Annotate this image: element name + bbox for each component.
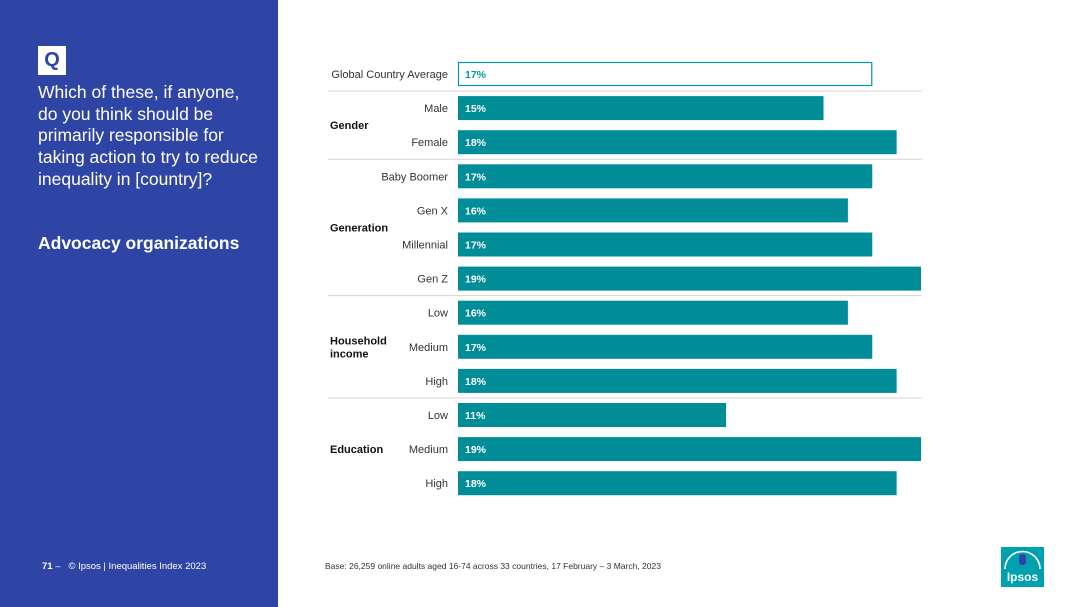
value-label: 18% <box>465 376 487 388</box>
chart-subtitle: Advocacy organizations <box>38 233 240 253</box>
bar <box>458 471 897 496</box>
bar <box>458 437 921 462</box>
category-label: Female <box>411 137 448 149</box>
group-label: Generation <box>330 222 388 234</box>
value-label: 17% <box>465 342 487 354</box>
question-text: Which of these, if anyone, do you think … <box>38 82 258 189</box>
category-label: High <box>425 478 448 490</box>
copyright-text: © Ipsos | Inequalities Index 2023 <box>68 561 207 572</box>
bar <box>458 198 848 223</box>
category-label: Medium <box>409 342 448 354</box>
page-footer: 71 – © Ipsos | Inequalities Index 2023 <box>42 561 206 572</box>
category-label: Gen Z <box>417 274 448 286</box>
bar <box>458 130 897 155</box>
value-label: 18% <box>465 137 487 149</box>
value-label: 15% <box>465 103 487 115</box>
category-label: Medium <box>409 444 448 456</box>
bar <box>458 164 873 189</box>
footer-separator: – <box>55 561 61 572</box>
value-label: 19% <box>465 274 487 286</box>
value-label: 16% <box>465 308 487 320</box>
question-badge: Q <box>38 46 66 75</box>
page-number: 71 <box>42 561 53 572</box>
category-label: Male <box>424 103 448 115</box>
ipsos-logo: Ipsos <box>1001 547 1044 587</box>
category-label: Millennial <box>402 240 448 252</box>
base-note: Base: 26,259 online adults aged 16-74 ac… <box>325 561 661 571</box>
logo-background <box>1001 547 1044 587</box>
bar <box>458 266 921 291</box>
bar <box>458 96 824 121</box>
value-label: 17% <box>465 240 487 252</box>
value-label: 17% <box>465 171 487 183</box>
value-label: 18% <box>465 478 487 490</box>
value-label: 19% <box>465 444 487 456</box>
value-label: 11% <box>465 410 486 422</box>
value-label: 17% <box>465 69 487 81</box>
bar <box>458 232 873 257</box>
bar <box>458 403 727 427</box>
group-label: Household <box>330 335 387 347</box>
logo-arc <box>1004 550 1041 570</box>
logo-text: Ipsos <box>1007 570 1039 584</box>
category-label: Gen X <box>417 205 449 217</box>
logo-mark <box>1019 554 1026 565</box>
group-label: Gender <box>330 120 369 132</box>
category-label: Low <box>428 410 448 422</box>
category-label: Global Country Average <box>331 69 448 81</box>
bar <box>458 300 848 325</box>
bar <box>458 334 873 359</box>
category-label: Baby Boomer <box>381 171 448 183</box>
left-panel: Q Which of these, if anyone, do you thin… <box>0 0 278 607</box>
group-label: income <box>330 348 369 360</box>
category-label: Low <box>428 308 448 320</box>
group-label: Education <box>330 444 383 456</box>
category-label: High <box>425 376 448 388</box>
value-label: 16% <box>465 205 487 217</box>
bar-global-average <box>457 61 873 87</box>
bar <box>458 368 897 393</box>
